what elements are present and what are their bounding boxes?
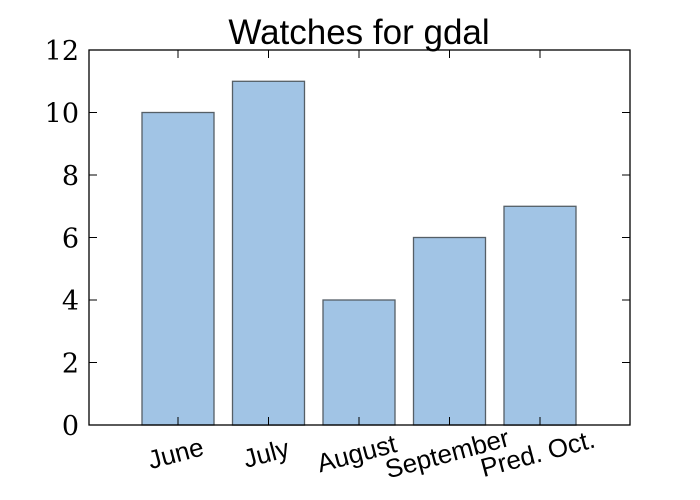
bars-layer xyxy=(141,80,577,426)
y-tick-label-4: 4 xyxy=(62,286,79,317)
bar-august xyxy=(322,299,396,426)
plot-frame xyxy=(88,49,631,426)
bar-september xyxy=(412,236,487,426)
y-tick-labels: 0 2 4 6 8 10 12 xyxy=(45,36,79,442)
y-tick-label-12: 12 xyxy=(45,36,79,67)
x-tick-label-july: July xyxy=(240,433,292,474)
y-tick-label-6: 6 xyxy=(62,224,79,255)
x-tick-label-june: June xyxy=(145,432,207,476)
y-tick-label-0: 0 xyxy=(62,411,79,442)
y-tick-label-8: 8 xyxy=(62,161,79,192)
y-tick-label-10: 10 xyxy=(45,99,79,130)
bar-pred-oct xyxy=(503,205,577,426)
bar-july xyxy=(231,80,306,426)
chart-title: Watches for gdal xyxy=(228,13,489,52)
y-tick-label-2: 2 xyxy=(62,349,79,380)
bar-june xyxy=(141,111,215,426)
